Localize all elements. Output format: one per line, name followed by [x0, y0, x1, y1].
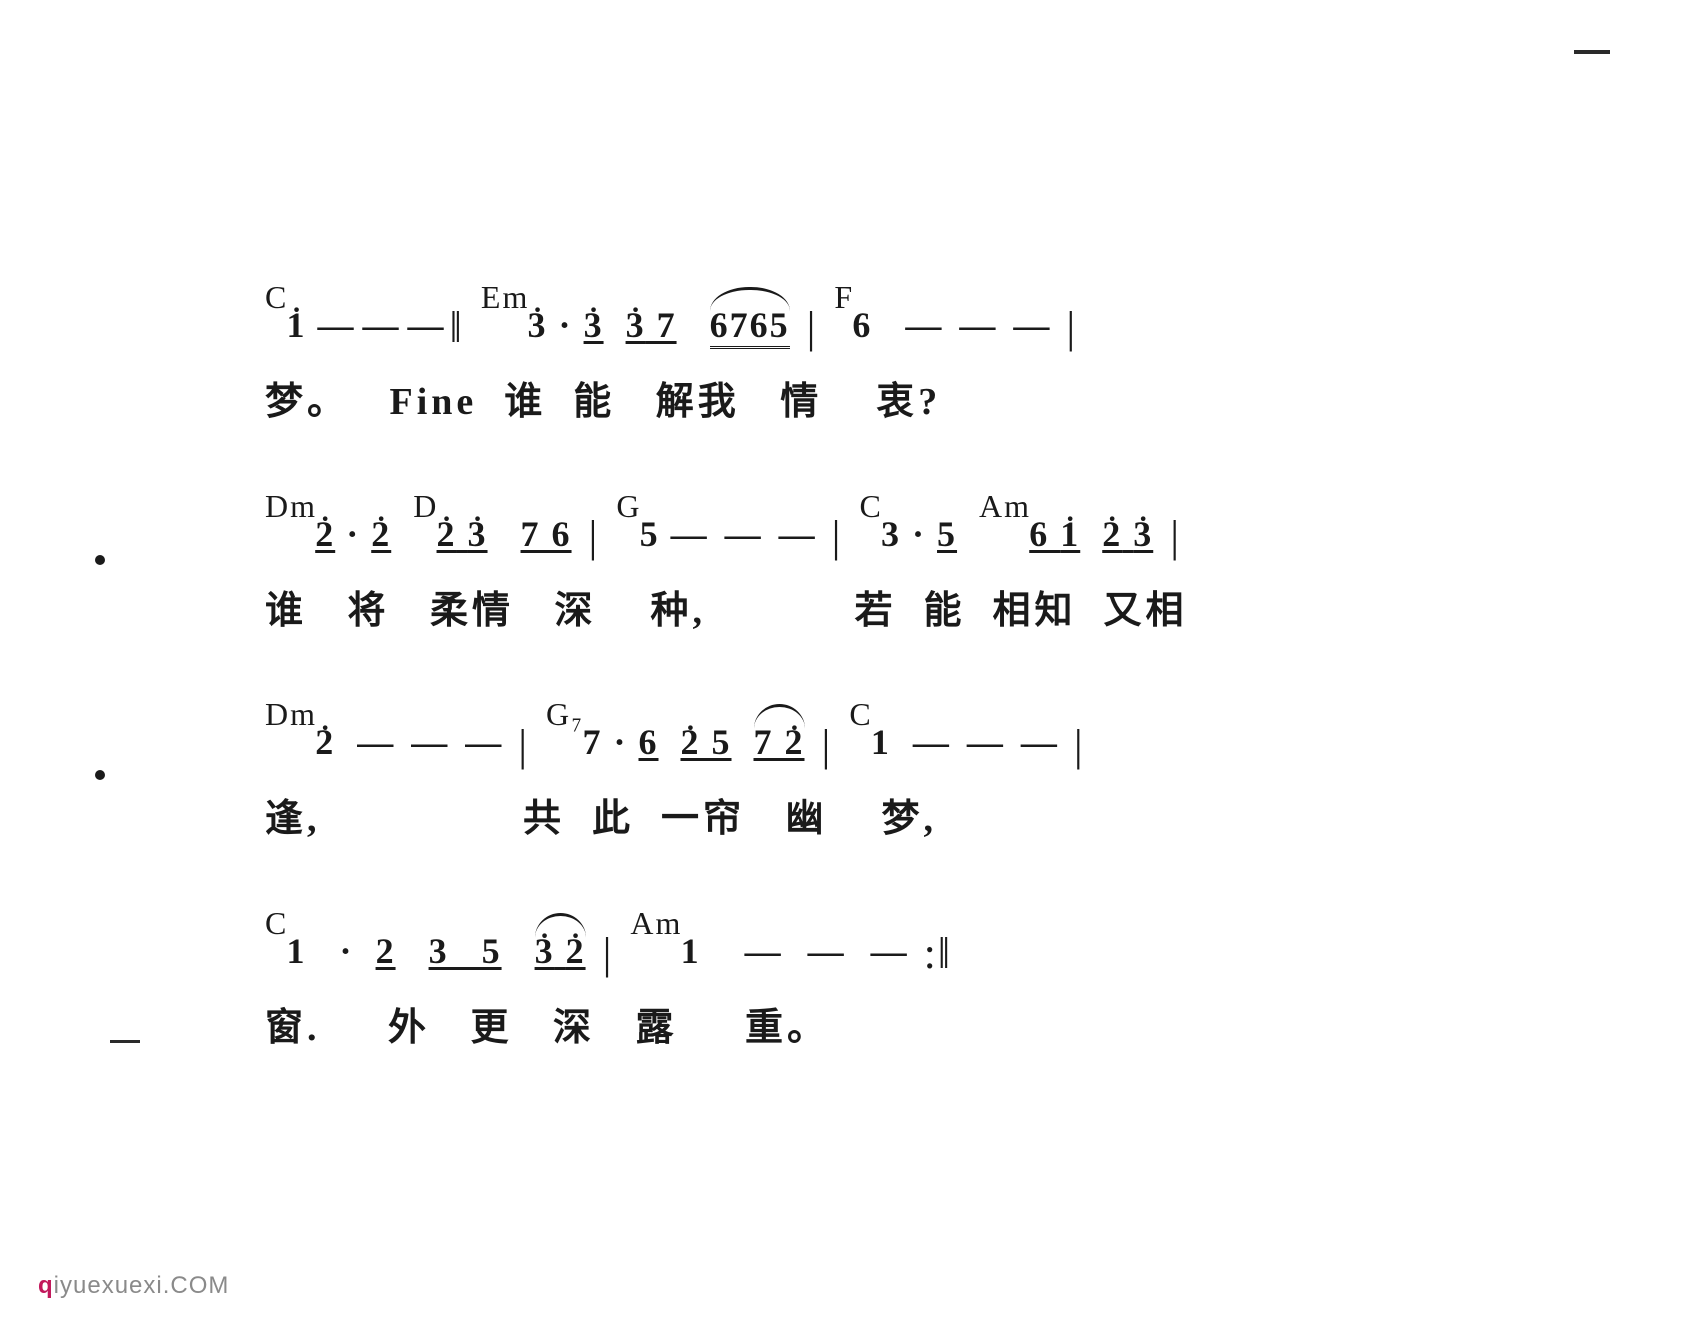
notes-row: C 1 · 2 3 5 3 2 | Am 1 — — — :‖: [265, 896, 1425, 992]
lyrics-row: 谁 将 柔情 深 种, 若 能 相知 又相: [265, 581, 1425, 642]
music-system: Dm 2 — — — | G₇ 7 · 6 2 5 7 2 | C 1 — — …: [265, 687, 1425, 850]
notes-row: Dm 2 — — — | G₇ 7 · 6 2 5 7 2 | C 1 — — …: [265, 687, 1425, 783]
watermark: qiyuexuexi.COM: [38, 1272, 229, 1300]
music-system: Dm 2 · 2 D 2 3 7 6 | G 5 — — — | C 3 · 5…: [265, 479, 1425, 642]
side-dot: [95, 555, 105, 565]
watermark-rest: iyuexuexi.COM: [54, 1272, 230, 1299]
lyrics-row: 逢, 共 此 一帘 幽 梦,: [265, 789, 1425, 850]
page-top-dash: [1574, 50, 1610, 54]
notes-row: C 1 — — —‖ Em 3 · 3 3 7 6765 | F 6 — — —…: [265, 270, 1425, 366]
page-root: C 1 — — —‖ Em 3 · 3 3 7 6765 | F 6 — — —…: [0, 0, 1692, 1340]
music-score: C 1 — — —‖ Em 3 · 3 3 7 6765 | F 6 — — —…: [265, 270, 1425, 1105]
side-dash: [110, 1040, 140, 1043]
music-system: C 1 — — —‖ Em 3 · 3 3 7 6765 | F 6 — — —…: [265, 270, 1425, 433]
watermark-first-letter: q: [38, 1272, 54, 1299]
lyrics-row: 梦。 Fine 谁 能 解我 情 衷?: [265, 372, 1425, 433]
lyrics-row: 窗. 外 更 深 露 重。: [265, 998, 1425, 1059]
side-dot: [95, 770, 105, 780]
music-system: C 1 · 2 3 5 3 2 | Am 1 — — — :‖窗. 外 更 深 …: [265, 896, 1425, 1059]
notes-row: Dm 2 · 2 D 2 3 7 6 | G 5 — — — | C 3 · 5…: [265, 479, 1425, 575]
